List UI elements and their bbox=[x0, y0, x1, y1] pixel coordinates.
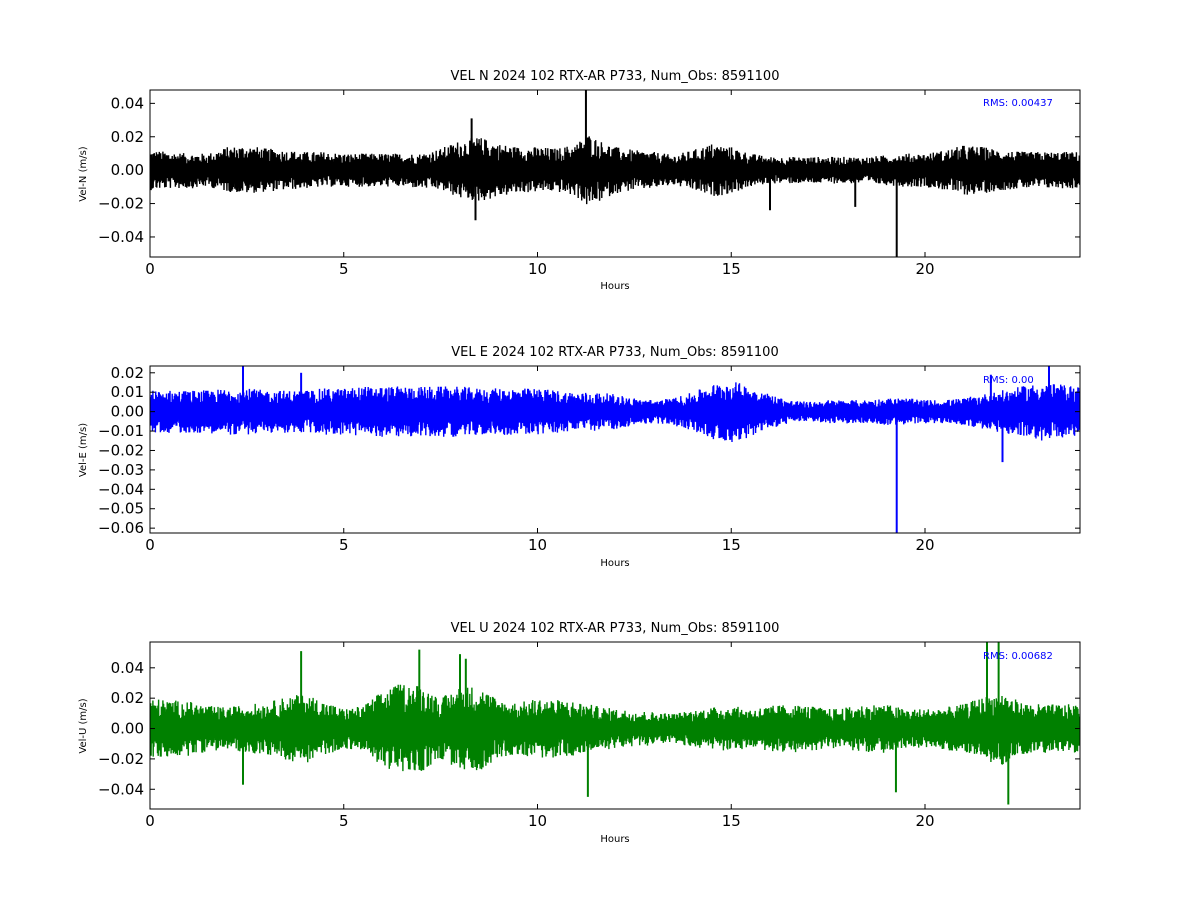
y-tick-label: 0.02 bbox=[111, 364, 144, 382]
x-tick-label: 15 bbox=[722, 536, 741, 554]
y-tick-label: 0.01 bbox=[111, 383, 144, 401]
y-tick-label: 0.04 bbox=[111, 659, 144, 677]
x-tick-label: 15 bbox=[722, 260, 741, 278]
series-trace bbox=[150, 366, 1080, 533]
series-line bbox=[150, 684, 1080, 772]
y-tick-label: 0.00 bbox=[111, 161, 144, 179]
rms-label: RMS: 0.00682 bbox=[983, 651, 1053, 662]
y-tick-label: −0.02 bbox=[98, 750, 144, 768]
y-tick-label: 0.04 bbox=[111, 94, 144, 112]
x-tick-label: 0 bbox=[145, 536, 155, 554]
x-tick-label: 20 bbox=[915, 812, 934, 830]
axes-frame bbox=[149, 89, 1081, 258]
series-line bbox=[150, 382, 1080, 443]
rms-label: RMS: 0.00437 bbox=[983, 98, 1053, 109]
y-tick-label: −0.03 bbox=[98, 461, 144, 479]
subplot-title: VEL N 2024 102 RTX-AR P733, Num_Obs: 859… bbox=[451, 69, 780, 84]
x-tick-label: 10 bbox=[528, 812, 547, 830]
x-tick-label: 10 bbox=[528, 536, 547, 554]
subplot-vel-e: VEL E 2024 102 RTX-AR P733, Num_Obs: 859… bbox=[78, 345, 1081, 569]
y-tick-label: 0.02 bbox=[111, 128, 144, 146]
x-tick-label: 0 bbox=[145, 260, 155, 278]
x-tick-label: 15 bbox=[722, 812, 741, 830]
subplot-title: VEL U 2024 102 RTX-AR P733, Num_Obs: 859… bbox=[451, 621, 780, 636]
subplot-title: VEL E 2024 102 RTX-AR P733, Num_Obs: 859… bbox=[451, 345, 778, 360]
x-axis-label: Hours bbox=[600, 834, 629, 845]
y-tick-label: 0.00 bbox=[111, 720, 144, 738]
x-axis-label: Hours bbox=[600, 281, 629, 292]
axes-frame bbox=[149, 641, 1081, 810]
axes-frame bbox=[149, 365, 1081, 534]
x-tick-label: 0 bbox=[145, 812, 155, 830]
y-axis-label: Vel-N (m/s) bbox=[78, 146, 89, 201]
x-tick-label: 5 bbox=[339, 812, 349, 830]
series-trace bbox=[150, 90, 1080, 257]
rms-label: RMS: 0.00 bbox=[983, 375, 1034, 386]
y-tick-label: −0.04 bbox=[98, 480, 144, 498]
y-tick-label: −0.05 bbox=[98, 500, 144, 518]
y-axis-label: Vel-U (m/s) bbox=[78, 698, 89, 753]
y-tick-label: −0.01 bbox=[98, 422, 144, 440]
y-tick-label: −0.04 bbox=[98, 228, 144, 246]
x-tick-label: 5 bbox=[339, 536, 349, 554]
x-tick-label: 20 bbox=[915, 536, 934, 554]
x-tick-label: 20 bbox=[915, 260, 934, 278]
subplot-vel-u: VEL U 2024 102 RTX-AR P733, Num_Obs: 859… bbox=[78, 621, 1081, 845]
x-tick-label: 10 bbox=[528, 260, 547, 278]
y-tick-label: −0.02 bbox=[98, 195, 144, 213]
x-axis-label: Hours bbox=[600, 558, 629, 569]
y-tick-label: 0.02 bbox=[111, 689, 144, 707]
y-tick-label: −0.04 bbox=[98, 780, 144, 798]
y-tick-label: −0.02 bbox=[98, 441, 144, 459]
y-axis-label: Vel-E (m/s) bbox=[78, 423, 89, 477]
y-tick-label: −0.06 bbox=[98, 519, 144, 537]
y-tick-label: 0.00 bbox=[111, 403, 144, 421]
x-tick-label: 5 bbox=[339, 260, 349, 278]
subplot-vel-n: VEL N 2024 102 RTX-AR P733, Num_Obs: 859… bbox=[78, 69, 1081, 292]
series-trace bbox=[150, 642, 1080, 805]
series-line bbox=[150, 136, 1080, 205]
